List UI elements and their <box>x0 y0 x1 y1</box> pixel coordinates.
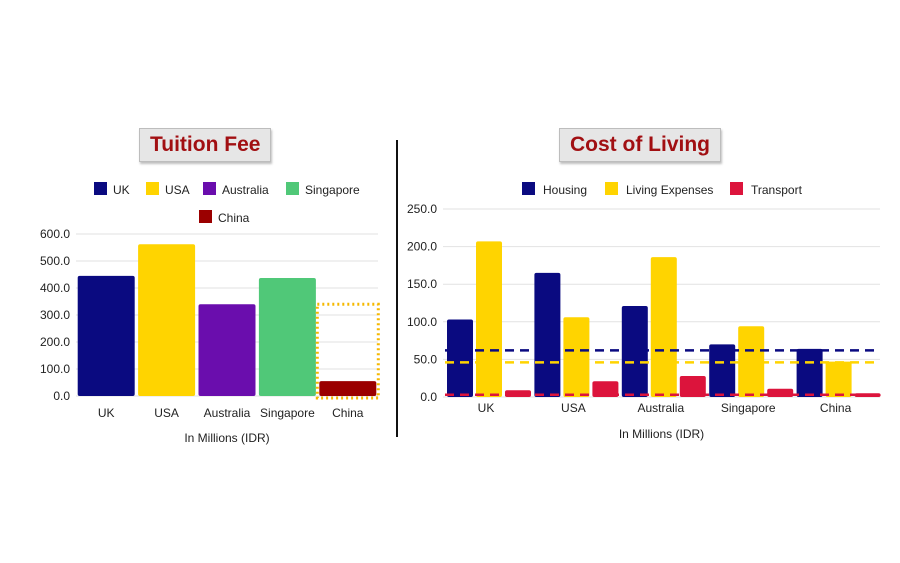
x-tick-label: UK <box>478 401 495 415</box>
bar <box>650 257 677 397</box>
legend-label: UK <box>113 183 130 197</box>
legend-label: Transport <box>751 183 803 197</box>
y-tick-label: 150.0 <box>407 277 437 291</box>
y-tick-label: 0.0 <box>420 390 437 404</box>
y-tick-label: 50.0 <box>414 352 438 366</box>
y-tick-label: 100.0 <box>407 315 437 329</box>
chart-divider <box>396 140 398 437</box>
x-tick-label: China <box>820 401 852 415</box>
legend-swatch <box>286 182 299 195</box>
x-tick-label: UK <box>98 406 115 420</box>
legend-swatch <box>203 182 216 195</box>
bar <box>767 388 794 397</box>
legend-swatch <box>199 210 212 223</box>
legend-label: Living Expenses <box>626 183 713 197</box>
bar <box>198 304 256 396</box>
x-axis-title: In Millions (IDR) <box>184 431 269 445</box>
y-tick-label: 100.0 <box>40 362 70 376</box>
legend-label: Housing <box>543 183 587 197</box>
tuition-chart-title: Tuition Fee <box>139 128 272 162</box>
highlight-outline <box>315 302 380 400</box>
x-tick-label: Singapore <box>721 401 776 415</box>
x-tick-label: Australia <box>204 406 251 420</box>
bar <box>621 306 648 397</box>
x-tick-label: USA <box>154 406 179 420</box>
legend-swatch <box>94 182 107 195</box>
legend-label: USA <box>165 183 190 197</box>
y-tick-label: 0.0 <box>53 389 70 403</box>
living-chart-title: Cost of Living <box>559 128 721 162</box>
bar <box>592 381 619 397</box>
y-tick-label: 250.0 <box>407 202 437 216</box>
legend-swatch <box>730 182 743 195</box>
bar <box>447 319 473 397</box>
legend-label: Singapore <box>305 183 360 197</box>
bar <box>534 272 561 397</box>
y-tick-label: 300.0 <box>40 308 70 322</box>
bar <box>563 317 590 397</box>
legend-label: Australia <box>222 183 269 197</box>
x-tick-label: USA <box>561 401 586 415</box>
x-tick-label: China <box>332 406 364 420</box>
bar <box>138 244 196 396</box>
bar <box>796 348 823 397</box>
x-tick-label: Australia <box>637 401 684 415</box>
bar <box>709 344 736 397</box>
legend-swatch <box>522 182 535 195</box>
bar <box>476 241 502 397</box>
bar <box>77 275 135 396</box>
y-tick-label: 200.0 <box>40 335 70 349</box>
legend-swatch <box>605 182 618 195</box>
x-axis-title: In Millions (IDR) <box>619 427 704 441</box>
y-tick-label: 600.0 <box>40 227 70 241</box>
bar <box>319 381 377 396</box>
x-tick-label: Singapore <box>260 406 315 420</box>
y-tick-label: 500.0 <box>40 254 70 268</box>
y-tick-label: 200.0 <box>407 240 437 254</box>
bar <box>258 278 316 396</box>
legend-label: China <box>218 211 250 225</box>
legend-swatch <box>146 182 159 195</box>
bar <box>825 361 852 397</box>
bar <box>679 375 706 397</box>
y-tick-label: 400.0 <box>40 281 70 295</box>
